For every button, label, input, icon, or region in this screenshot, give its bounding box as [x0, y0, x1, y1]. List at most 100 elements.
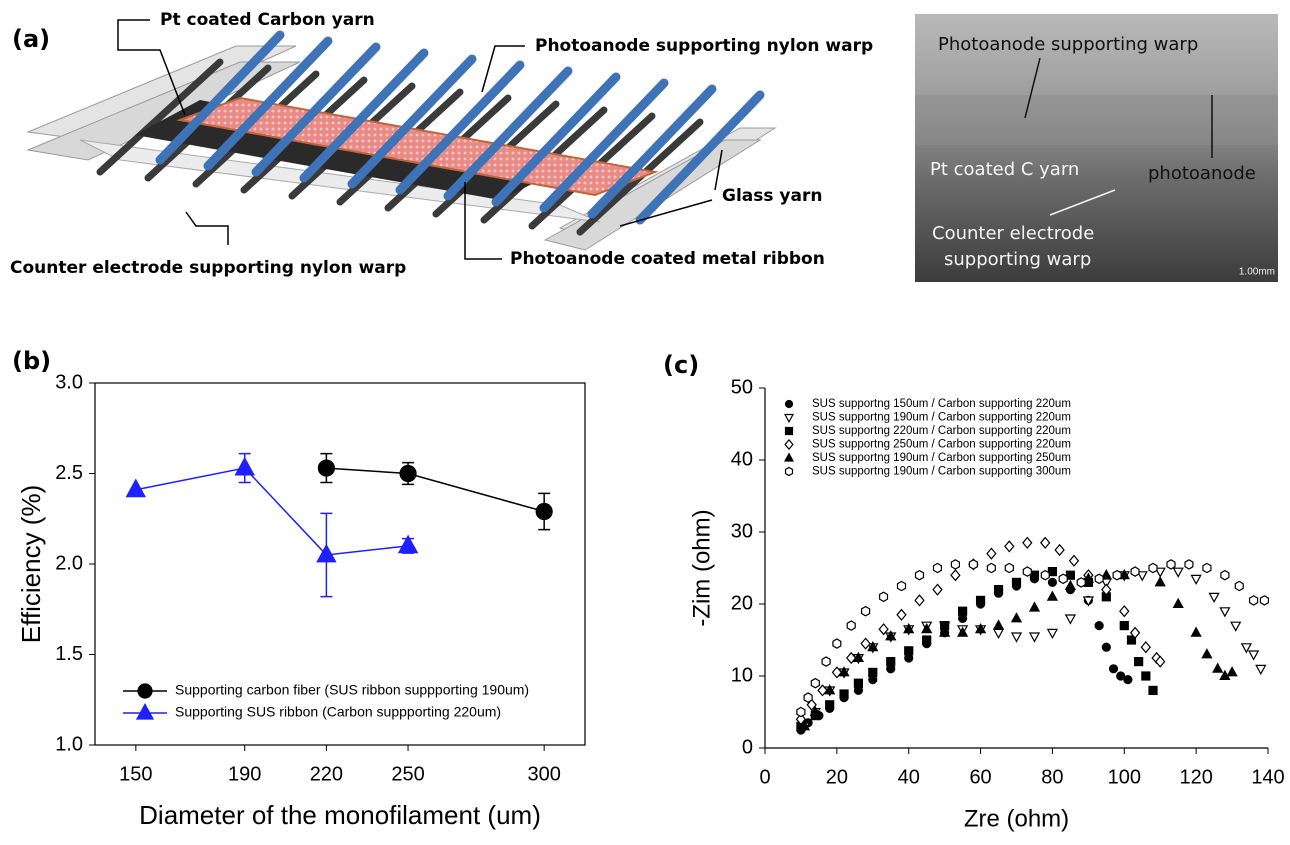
marker: [921, 622, 933, 634]
y-tick-label: 20: [731, 592, 753, 614]
marker: [1046, 628, 1059, 640]
photoanode-warp: [299, 48, 429, 183]
callout: Pt coated Carbon yarn: [160, 10, 375, 30]
marker: [896, 580, 907, 592]
marker: [1082, 596, 1095, 607]
y-tick-label: 1.5: [55, 643, 83, 665]
marker: [784, 438, 794, 451]
marker: [993, 584, 1004, 595]
sem-scale-bar: 1.00mm: [1239, 267, 1275, 278]
photoanode-warp: [587, 84, 717, 219]
marker: [1101, 642, 1111, 652]
marker: [397, 534, 419, 554]
x-tick-label: 140: [1251, 766, 1284, 788]
photoanode-warp: [635, 90, 765, 225]
marker: [992, 628, 1005, 640]
marker: [806, 698, 817, 711]
callout-leader: [714, 149, 723, 191]
marker: [867, 640, 879, 652]
marker: [832, 638, 842, 649]
marker: [1119, 605, 1130, 618]
marker: [1140, 641, 1151, 654]
sem-texture: [915, 95, 1278, 145]
callout: Photoanode supporting nylon warp: [535, 36, 873, 56]
marker: [1230, 621, 1242, 632]
y-tick-label: 40: [731, 448, 753, 470]
sem-image: [915, 14, 1278, 282]
y-tick-label: 1.0: [55, 733, 83, 755]
marker: [1219, 607, 1231, 618]
y-tick-label: 10: [731, 664, 753, 686]
marker: [1054, 543, 1065, 557]
marker: [1234, 580, 1244, 592]
marker: [1064, 579, 1077, 591]
marker: [803, 692, 813, 703]
marker: [903, 622, 915, 634]
marker: [958, 606, 968, 616]
marker: [1190, 626, 1202, 637]
legend-label: SUS supportng 190um / Carbon supporting …: [812, 412, 1071, 424]
marker: [853, 678, 864, 688]
marker: [1028, 632, 1041, 643]
marker: [860, 637, 871, 650]
marker: [135, 703, 155, 720]
marker: [956, 626, 969, 637]
callout: Glass yarn: [722, 186, 822, 206]
marker: [1076, 577, 1086, 588]
photoanode-warp: [491, 72, 621, 207]
marker: [1094, 620, 1104, 631]
marker: [535, 502, 553, 521]
marker: [1202, 562, 1212, 574]
marker: [1011, 577, 1022, 588]
marker: [839, 689, 849, 699]
panel-label: (a): [12, 25, 50, 53]
legend-label: SUS supportng 150um / Carbon supporting …: [812, 398, 1071, 410]
marker: [1172, 567, 1184, 578]
marker: [1058, 573, 1068, 585]
marker: [846, 651, 857, 665]
photoanode-warp: [443, 66, 573, 201]
marker: [914, 569, 925, 581]
x-tick-label: 250: [391, 763, 424, 785]
marker: [932, 583, 943, 596]
marker: [1068, 554, 1080, 567]
marker: [1010, 632, 1023, 643]
marker: [1212, 662, 1224, 673]
marker: [234, 456, 255, 476]
marker: [809, 705, 821, 717]
marker: [1010, 612, 1023, 623]
marker: [1116, 671, 1126, 681]
marker: [975, 595, 986, 606]
marker: [878, 623, 889, 636]
marker: [914, 594, 925, 607]
marker: [878, 591, 889, 603]
legend-label: SUS supportng 220um / Carbon supporting …: [812, 425, 1071, 437]
marker: [950, 569, 961, 582]
marker: [1172, 597, 1184, 609]
marker: [317, 459, 335, 477]
y-axis-label: Efficiency (%): [16, 485, 46, 643]
marker: [1129, 626, 1141, 639]
x-tick-label: 300: [527, 763, 560, 785]
marker: [1184, 559, 1194, 570]
x-tick-label: 0: [759, 766, 770, 788]
marker: [821, 656, 831, 667]
marker: [1155, 655, 1166, 668]
x-tick-label: 60: [969, 766, 991, 788]
marker: [825, 700, 835, 710]
x-tick-label: 190: [228, 763, 261, 785]
legend-label: Supporting SUS ribbon (Carbon suppportin…: [175, 704, 501, 720]
marker: [784, 466, 794, 477]
marker: [316, 543, 337, 563]
counter-warp: [96, 58, 224, 176]
marker: [852, 651, 865, 663]
marker: [932, 562, 943, 574]
marker: [817, 684, 828, 697]
marker: [783, 413, 795, 424]
marker: [922, 635, 932, 645]
weave-diagram: [26, 30, 777, 251]
marker: [1101, 583, 1112, 596]
y-axis-label: -Zim (ohm): [688, 509, 715, 626]
marker: [796, 706, 806, 718]
sem-label: Pt coated C yarn: [930, 159, 1079, 180]
